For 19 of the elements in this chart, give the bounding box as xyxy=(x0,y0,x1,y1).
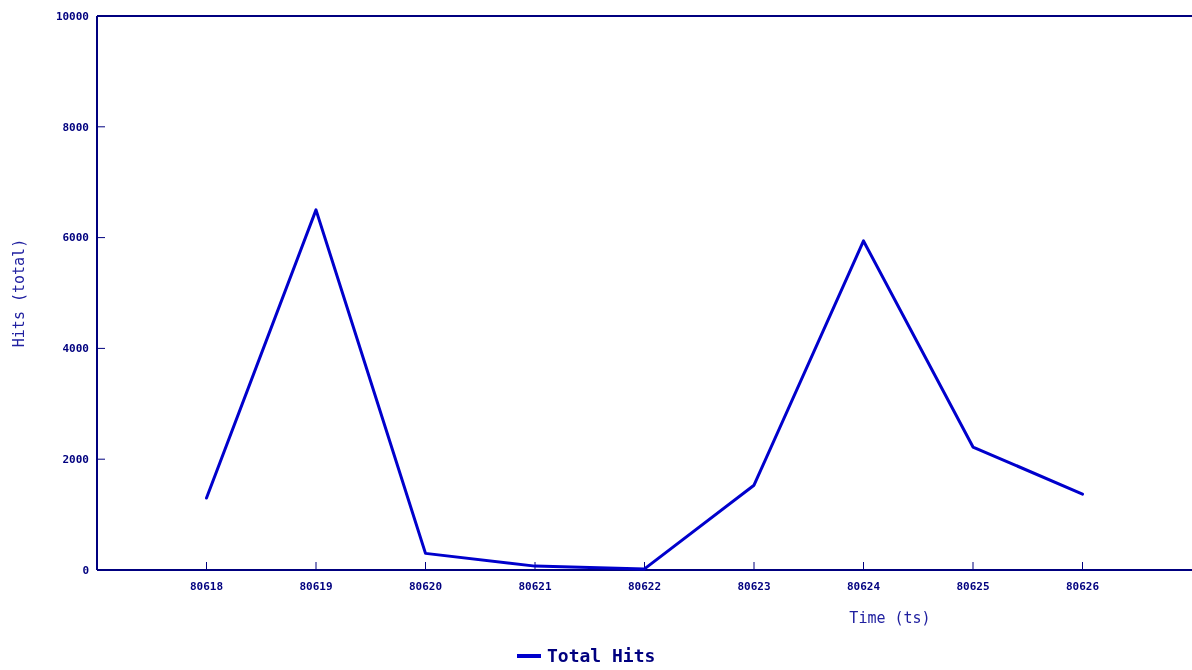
x-tick-label: 80619 xyxy=(299,580,333,593)
x-axis-title: Time (ts) xyxy=(849,609,931,627)
legend-label: Total Hits xyxy=(547,645,656,667)
y-tick-label: 2000 xyxy=(62,453,89,467)
y-tick-label: 0 xyxy=(82,563,89,577)
line-series xyxy=(205,208,1084,571)
x-tick-label: 80622 xyxy=(627,580,662,593)
x-tick-label: 80623 xyxy=(737,580,771,593)
x-tick-label: 80625 xyxy=(956,580,990,593)
x-tick-label: 80624 xyxy=(846,580,881,593)
x-tick-label: 80626 xyxy=(1065,580,1100,593)
y-tick-label: 10000 xyxy=(55,9,89,23)
y-tick-label: 6000 xyxy=(62,231,89,245)
x-tick-label: 80621 xyxy=(518,580,552,593)
x-tick-label: 80618 xyxy=(189,580,224,593)
y-tick-label: 8000 xyxy=(62,120,89,134)
x-tick-label: 80620 xyxy=(408,580,443,593)
y-axis-title: Hits (total) xyxy=(10,238,28,348)
y-tick-label: 4000 xyxy=(62,342,89,356)
